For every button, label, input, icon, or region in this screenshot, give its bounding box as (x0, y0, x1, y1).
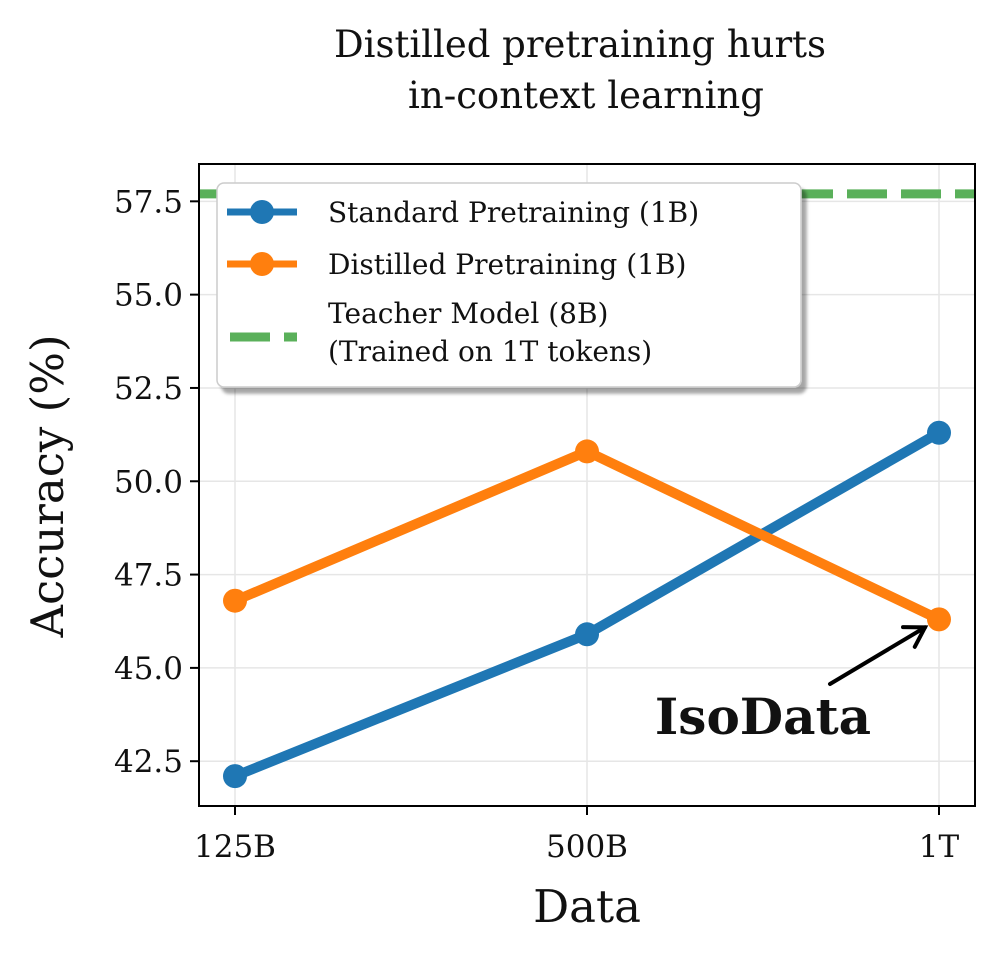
x-tick-label: 500B (546, 829, 628, 865)
data-point-series-1 (927, 607, 951, 632)
annotation-arrow-head (901, 625, 929, 649)
legend: Standard Pretraining (1B) Distilled Pret… (216, 182, 802, 388)
x-tick-label: 125B (194, 829, 276, 865)
y-tick-label: 45.0 (114, 651, 183, 687)
isodata-annotation: IsoData (655, 625, 929, 746)
annotation-text: IsoData (655, 687, 871, 746)
legend-marker-distilled (250, 252, 274, 276)
chart-title-line-2: in-context learning (408, 74, 764, 117)
chart-title-line-1: Distilled pretraining hurts (334, 23, 826, 66)
legend-label-teacher-line-1: Teacher Model (8B) (328, 297, 608, 330)
tick-layer: 42.5 45.0 47.5 50.0 52.5 55.0 57.5 125B 500B 1T (114, 184, 960, 865)
legend-label-distilled: Distilled Pretraining (1B) (328, 248, 686, 281)
legend-marker-standard (250, 200, 274, 224)
y-axis-title: Accuracy (%) (21, 334, 74, 638)
data-point-series-1 (575, 439, 599, 464)
y-tick-label: 57.5 (114, 184, 183, 220)
y-tick-label: 52.5 (114, 371, 183, 407)
series-layer (223, 420, 951, 789)
legend-box (216, 182, 802, 388)
data-point-series-0 (575, 622, 599, 647)
legend-label-teacher-line-2: (Trained on 1T tokens) (328, 335, 652, 368)
y-tick-label: 47.5 (114, 558, 183, 594)
x-tick-label: 1T (919, 829, 960, 865)
data-point-series-0 (223, 764, 247, 789)
data-point-series-1 (223, 588, 247, 613)
y-tick-label: 55.0 (114, 278, 183, 314)
y-tick-label: 42.5 (114, 744, 183, 780)
legend-label-standard: Standard Pretraining (1B) (328, 196, 699, 229)
data-point-series-0 (927, 420, 951, 445)
y-tick-label: 50.0 (114, 464, 183, 500)
annotation-arrow-shaft (828, 625, 927, 686)
x-axis-title: Data (533, 880, 641, 933)
